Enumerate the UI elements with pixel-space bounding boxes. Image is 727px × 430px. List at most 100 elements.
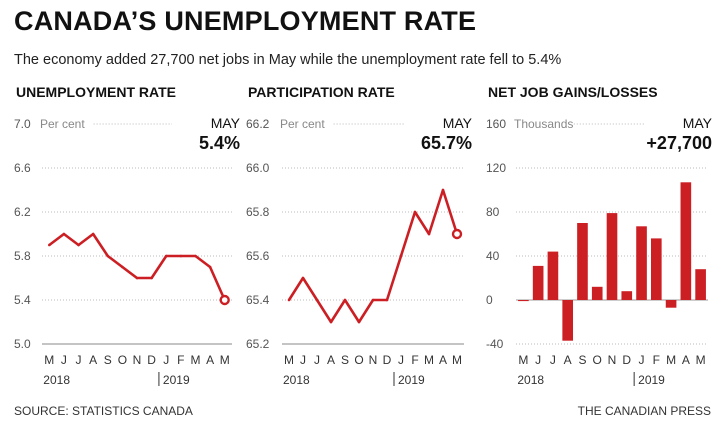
- data-point: [329, 320, 333, 324]
- y-tick-label: 65.2: [246, 337, 270, 351]
- x-tick-label: J: [535, 353, 541, 367]
- x-tick-label: D: [383, 353, 392, 367]
- x-tick-label: J: [550, 353, 556, 367]
- source-note: SOURCE: STATISTICS CANADA: [14, 404, 193, 418]
- x-tick-label: M: [44, 353, 54, 367]
- x-tick-label: N: [133, 353, 142, 367]
- unit-label: Per cent: [40, 117, 85, 131]
- data-point: [399, 254, 403, 258]
- data-point: [194, 254, 197, 258]
- bar: [606, 213, 618, 300]
- data-point: [441, 188, 445, 192]
- x-tick-label: M: [284, 353, 294, 367]
- x-tick-label: A: [682, 353, 690, 367]
- bar: [621, 291, 633, 300]
- latest-value: 65.7%: [420, 133, 472, 153]
- data-point: [371, 298, 375, 302]
- data-point: [121, 265, 124, 269]
- bar: [650, 238, 662, 300]
- panel-title: UNEMPLOYMENT RATE: [16, 84, 176, 100]
- y-tick-label: 0: [486, 293, 493, 307]
- unit-label: Per cent: [280, 117, 325, 131]
- x-tick-label: F: [653, 353, 660, 367]
- participation-rate-panel: PARTICIPATION RATE MAY 65.7% 65.2 65.4 65.…: [246, 82, 478, 402]
- latest-value: 5.4%: [198, 133, 240, 153]
- x-tick-label: A: [439, 353, 447, 367]
- unit-label: Thousands: [514, 117, 573, 131]
- x-tick-label: N: [369, 353, 378, 367]
- latest-month-label: MAY: [682, 115, 712, 131]
- chart-title: CANADA’S UNEMPLOYMENT RATE: [14, 6, 477, 36]
- bar: [680, 182, 692, 300]
- net-job-gains-panel: NET JOB GAINS/LOSSES MAY +27,700 -40 0 40 8…: [486, 82, 718, 402]
- x-tick-label: S: [578, 353, 586, 367]
- x-tick-label: A: [206, 353, 214, 367]
- y-tick-label: 6.6: [14, 161, 31, 175]
- x-tick-label: M: [220, 353, 230, 367]
- year-label: 2018: [517, 373, 544, 387]
- data-point: [208, 265, 212, 269]
- x-tick-label: S: [341, 353, 349, 367]
- year-label: 2018: [283, 373, 310, 387]
- latest-point: [219, 294, 230, 306]
- panel-title: PARTICIPATION RATE: [248, 84, 395, 100]
- x-tick-label: M: [452, 353, 462, 367]
- bar: [591, 286, 603, 300]
- x-tick-label: M: [666, 353, 676, 367]
- bar: [518, 300, 529, 302]
- bar: [636, 226, 647, 300]
- x-tick-label: M: [424, 353, 434, 367]
- data-point: [48, 243, 51, 247]
- y-tick-label: 160: [486, 117, 506, 131]
- data-point: [179, 254, 183, 258]
- x-tick-label: J: [61, 353, 67, 367]
- x-tick-label: J: [314, 353, 320, 367]
- y-tick-label: 5.8: [14, 249, 31, 263]
- x-tick-label: J: [163, 353, 169, 367]
- data-point: [150, 276, 153, 280]
- data-point: [62, 232, 66, 236]
- y-tick-label: 6.2: [14, 205, 31, 219]
- x-tick-label: A: [327, 353, 335, 367]
- x-tick-label: J: [300, 353, 306, 367]
- x-tick-label: S: [104, 353, 112, 367]
- x-tick-label: O: [354, 353, 363, 367]
- data-point: [164, 254, 168, 258]
- x-tick-label: M: [190, 353, 200, 367]
- y-tick-label: 120: [486, 161, 506, 175]
- year-label: 2019: [638, 373, 665, 387]
- x-tick-label: D: [147, 353, 156, 367]
- bar: [532, 265, 544, 300]
- data-point: [385, 298, 389, 302]
- x-tick-label: A: [89, 353, 97, 367]
- y-tick-label: 7.0: [14, 117, 31, 131]
- x-tick-label: J: [76, 353, 82, 367]
- data-point: [343, 298, 347, 302]
- panel-title: NET JOB GAINS/LOSSES: [488, 84, 658, 100]
- data-point: [106, 254, 110, 258]
- year-label: 2019: [163, 373, 190, 387]
- data-point: [91, 232, 95, 236]
- y-tick-label: 5.0: [14, 337, 31, 351]
- y-tick-label: 80: [486, 205, 500, 219]
- bar: [562, 300, 574, 341]
- y-tick-label: 5.4: [14, 293, 31, 307]
- data-point: [427, 232, 431, 236]
- bar: [547, 251, 559, 300]
- y-tick-label: 66.2: [246, 117, 270, 131]
- bar: [665, 300, 677, 308]
- data-point: [287, 298, 291, 302]
- latest-month-label: MAY: [210, 115, 240, 131]
- x-tick-label: O: [593, 353, 602, 367]
- x-tick-label: F: [177, 353, 184, 367]
- bar: [695, 269, 706, 300]
- y-tick-label: 65.6: [246, 249, 270, 263]
- data-point: [357, 320, 361, 324]
- x-tick-label: D: [622, 353, 631, 367]
- data-point: [77, 243, 80, 247]
- x-tick-label: J: [639, 353, 645, 367]
- x-tick-label: M: [696, 353, 706, 367]
